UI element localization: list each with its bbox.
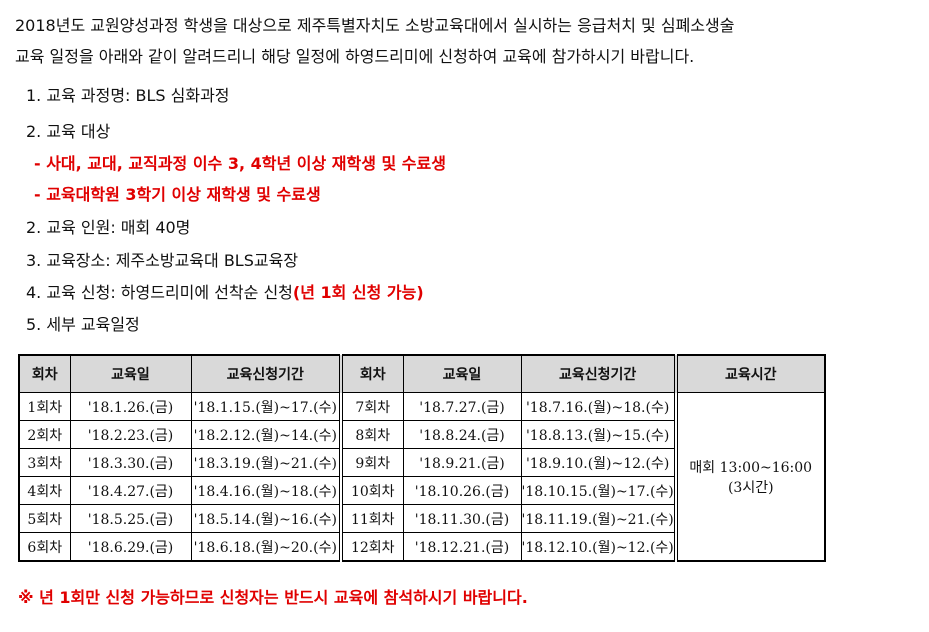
header-time: 교육시간 — [675, 354, 826, 393]
table-cell: '18.7.16.(월)~18.(수) — [520, 392, 678, 421]
item-schedule: 5. 세부 교육일정 — [26, 315, 140, 334]
apply-note: (년 1회 신청 가능) — [292, 283, 424, 302]
header-session: 회차 — [340, 354, 404, 393]
table-cell: '18.5.14.(월)~16.(수) — [190, 504, 343, 533]
table-cell: '18.10.15.(월)~17.(수) — [520, 476, 678, 505]
table-cell: '18.7.27.(금) — [402, 392, 522, 421]
item-course: 1. 교육 과정명: BLS 심화과정 — [26, 86, 230, 105]
table-cell: 4회차 — [18, 476, 71, 505]
table-cell: '18.1.15.(월)~17.(수) — [190, 392, 343, 421]
table-cell: 8회차 — [340, 420, 404, 449]
table-cell: '18.8.13.(월)~15.(수) — [520, 420, 678, 449]
item-place: 3. 교육장소: 제주소방교육대 BLS교육장 — [26, 251, 299, 270]
header-apply-period: 교육신청기간 — [190, 354, 343, 393]
table-cell: '18.5.25.(금) — [69, 504, 192, 533]
table-header-row: 회차 교육일 교육신청기간 회차 교육일 교육신청기간 교육시간 — [18, 354, 826, 393]
table-cell: 10회차 — [340, 476, 404, 505]
item-target-2: - 교육대학원 3학기 이상 재학생 및 수료생 — [34, 185, 321, 204]
table-cell: '18.4.27.(금) — [69, 476, 192, 505]
table-cell: 7회차 — [340, 392, 404, 421]
table-cell: '18.8.24.(금) — [402, 420, 522, 449]
table-cell: '18.6.18.(월)~20.(수) — [190, 532, 343, 562]
table-cell: '18.2.23.(금) — [69, 420, 192, 449]
intro-line-2: 교육 일정을 아래와 같이 알려드리니 해당 일정에 하영드리미에 신청하여 교… — [15, 47, 695, 66]
item-target: 2. 교육 대상 — [26, 122, 111, 141]
time-duration: (3시간) — [727, 479, 774, 496]
header-session: 회차 — [18, 354, 71, 393]
table-row: 3회차 '18.3.30.(금) '18.3.19.(월)~21.(수) 9회차 '18… — [18, 448, 825, 477]
table-row: 2회차 '18.2.23.(금) '18.2.12.(월)~14.(수) 8회차 '18… — [18, 420, 825, 449]
table-cell: 1회차 — [18, 392, 71, 421]
table-row: 6회차 '18.6.29.(금) '18.6.18.(월)~20.(수) 12회차 '1… — [18, 532, 825, 562]
table-cell: 5회차 — [18, 504, 71, 533]
table-cell: '18.11.30.(금) — [402, 504, 522, 533]
table-cell: '18.10.26.(금) — [402, 476, 522, 505]
footer-notice: ※ 년 1회만 신청 가능하므로 신청자는 반드시 교육에 참석하시기 바랍니다… — [18, 588, 528, 607]
table-cell: '18.2.12.(월)~14.(수) — [190, 420, 343, 449]
header-date: 교육일 — [402, 354, 522, 393]
item-apply: 4. 교육 신청: 하영드리미에 선착순 신청(년 1회 신청 가능) — [26, 279, 424, 303]
table-row: 5회차 '18.5.25.(금) '18.5.14.(월)~16.(수) 11회차 '1… — [18, 504, 825, 533]
item-target-1: - 사대, 교대, 교직과정 이수 3, 4학년 이상 재학생 및 수료생 — [34, 154, 446, 173]
table-cell: '18.1.26.(금) — [69, 392, 192, 421]
education-time-cell: 매회 13:00~16:00 (3시간) — [675, 392, 826, 562]
table-cell: '18.9.10.(월)~12.(수) — [520, 448, 678, 477]
apply-text: 4. 교육 신청: 하영드리미에 선착순 신청 — [26, 283, 293, 302]
item-capacity: 2. 교육 인원: 매회 40명 — [26, 218, 191, 237]
intro-line-1: 2018년도 교원양성과정 학생을 대상으로 제주특별자치도 소방교육대에서 실… — [15, 16, 735, 35]
table-cell: '18.9.21.(금) — [402, 448, 522, 477]
table-cell: 11회차 — [340, 504, 404, 533]
table-cell: 12회차 — [340, 532, 404, 562]
header-apply-period: 교육신청기간 — [520, 354, 678, 393]
header-date: 교육일 — [69, 354, 192, 393]
table-cell: 9회차 — [340, 448, 404, 477]
table-cell: '18.4.16.(월)~18.(수) — [190, 476, 343, 505]
table-cell: 2회차 — [18, 420, 71, 449]
table-cell: '18.11.19.(월)~21.(수) — [520, 504, 678, 533]
table-cell: '18.12.10.(월)~12.(수) — [520, 532, 678, 562]
table-row: 1회차 '18.1.26.(금) '18.1.15.(월)~17.(수) 7회차 '18… — [18, 392, 826, 562]
table-row: 4회차 '18.4.27.(금) '18.4.16.(월)~18.(수) 10회차 '1… — [18, 476, 825, 505]
table-cell: '18.3.30.(금) — [69, 448, 192, 477]
table-cell: '18.12.21.(금) — [402, 532, 522, 562]
table-cell: '18.6.29.(금) — [69, 532, 192, 562]
table-cell: 3회차 — [18, 448, 71, 477]
schedule-table: 회차 교육일 교육신청기간 회차 교육일 교육신청기간 교육시간 1회차 '18.… — [18, 354, 826, 562]
table-cell: 6회차 — [18, 532, 71, 562]
time-range: 매회 13:00~16:00 — [689, 459, 813, 476]
table-cell: '18.3.19.(월)~21.(수) — [190, 448, 343, 477]
